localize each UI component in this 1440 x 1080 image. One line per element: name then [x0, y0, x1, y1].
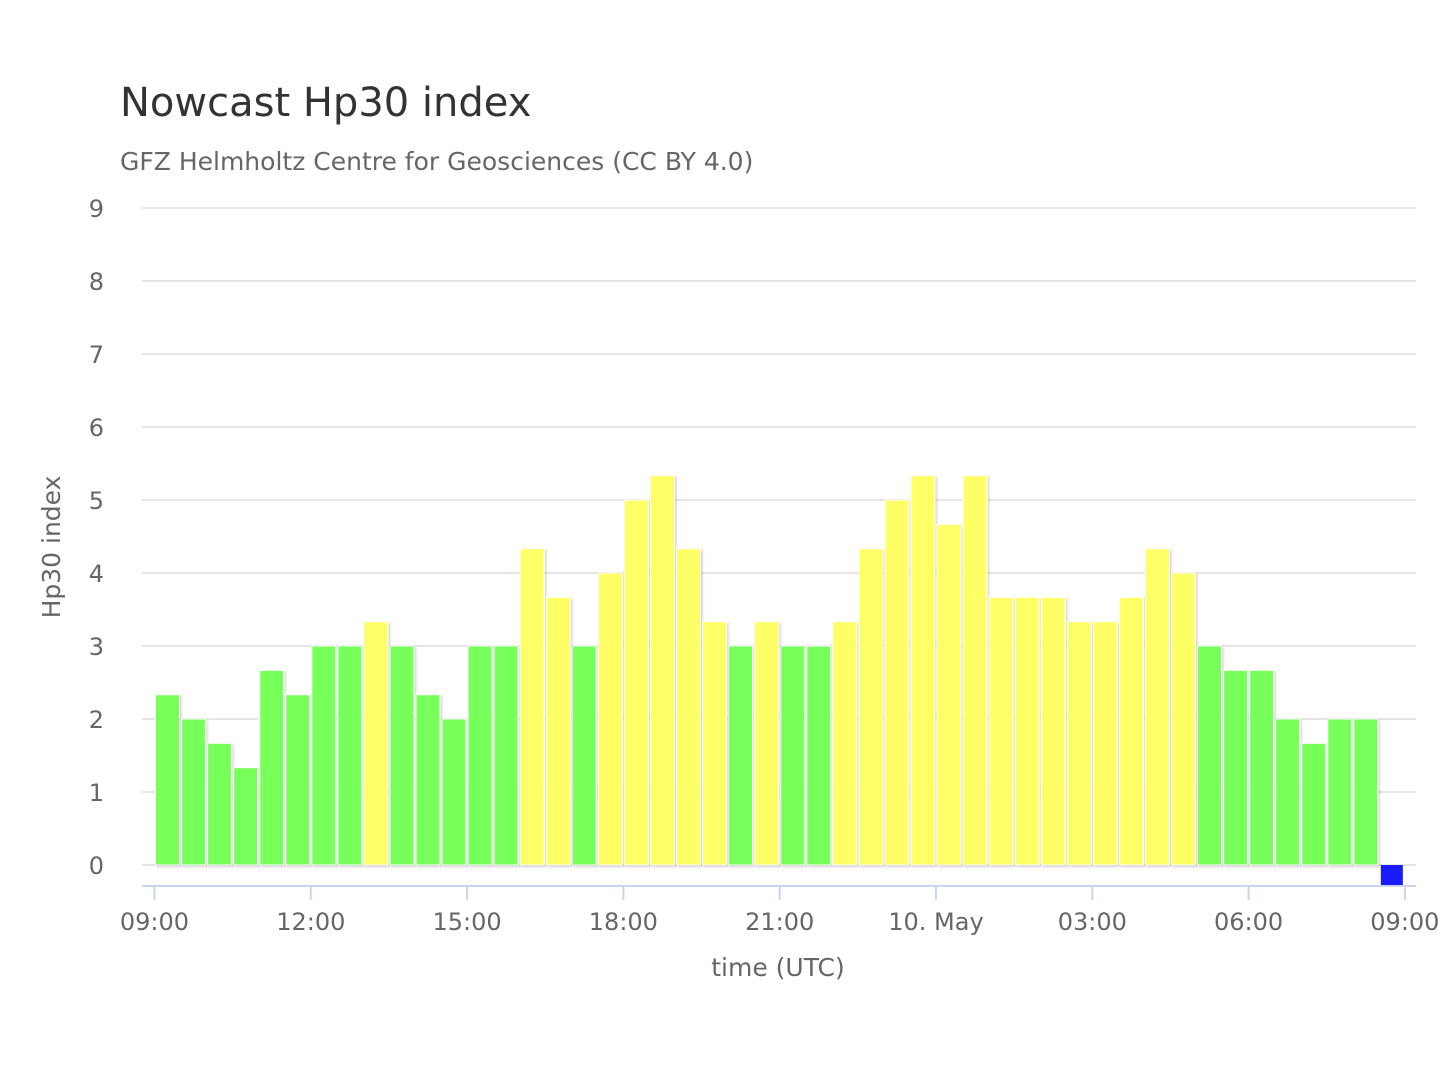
y-tick-label: 3 — [89, 633, 104, 661]
bar — [676, 548, 701, 866]
bar — [155, 694, 180, 866]
x-tick-label: 21:00 — [745, 908, 814, 936]
bar — [884, 499, 910, 866]
chart-title: Nowcast Hp30 index — [120, 80, 531, 126]
bar — [728, 645, 754, 866]
y-tick-label: 9 — [89, 195, 104, 223]
bar — [1327, 718, 1353, 866]
x-tick-label: 10. May — [888, 908, 983, 936]
bar — [858, 548, 884, 866]
chart-subtitle: GFZ Helmholtz Centre for Geosciences (CC… — [120, 147, 753, 176]
y-tick-label: 1 — [89, 779, 104, 807]
bar — [1170, 572, 1196, 866]
bar — [1275, 718, 1301, 866]
y-axis-title: Hp30 index — [37, 476, 66, 619]
x-axis-title: time (UTC) — [711, 953, 845, 982]
y-tick-label: 5 — [89, 487, 104, 515]
y-axis-ticks: 0 1 2 3 4 5 6 7 8 9 — [89, 195, 104, 880]
bar — [1223, 669, 1249, 866]
x-tick-label: 06:00 — [1214, 908, 1283, 936]
y-tick-label: 6 — [89, 414, 104, 442]
x-tick-label: 03:00 — [1058, 908, 1127, 936]
bar — [1249, 669, 1275, 866]
bar — [467, 645, 493, 866]
bar — [1118, 596, 1144, 866]
bar — [337, 645, 363, 866]
bar — [649, 475, 675, 866]
x-axis-ticks: 09:00 12:00 15:00 18:00 21:00 10. May 03:00 06:… — [120, 886, 1439, 936]
bar — [233, 767, 259, 866]
bar — [1380, 865, 1403, 885]
bar — [363, 621, 389, 866]
bar — [1301, 742, 1327, 866]
bar — [441, 718, 467, 866]
bar — [1066, 621, 1092, 866]
bar — [519, 548, 545, 866]
y-tick-label: 2 — [89, 706, 104, 734]
bar — [545, 596, 571, 866]
x-tick-label: 09:00 — [1370, 908, 1439, 936]
x-tick-label: 12:00 — [276, 908, 345, 936]
bar — [702, 621, 728, 866]
y-tick-label: 7 — [89, 341, 104, 369]
bar — [1144, 548, 1170, 866]
bar — [910, 475, 936, 866]
bar — [1092, 621, 1118, 866]
y-tick-label: 4 — [89, 560, 104, 588]
bar — [1197, 645, 1222, 866]
bars — [155, 475, 1403, 885]
bar — [597, 572, 623, 866]
bar — [207, 742, 233, 866]
bar — [311, 645, 337, 866]
x-tick-label: 09:00 — [120, 908, 189, 936]
x-tick-label: 15:00 — [432, 908, 501, 936]
x-tick-label: 18:00 — [589, 908, 658, 936]
bar — [1353, 718, 1379, 866]
bar — [571, 645, 597, 866]
bar — [962, 475, 988, 866]
bar — [415, 694, 441, 866]
bar — [1040, 596, 1066, 866]
y-tick-label: 0 — [89, 852, 104, 880]
bar — [988, 596, 1014, 866]
bar — [832, 621, 858, 866]
bar — [181, 718, 207, 866]
bar — [259, 669, 285, 866]
bar — [1014, 596, 1040, 866]
bar — [936, 523, 962, 866]
bar — [754, 621, 780, 866]
bar — [493, 645, 519, 866]
y-tick-label: 8 — [89, 268, 104, 296]
bar — [623, 499, 649, 866]
bar — [285, 694, 311, 866]
bar — [806, 645, 832, 866]
bar — [389, 645, 415, 866]
bar — [780, 645, 806, 866]
